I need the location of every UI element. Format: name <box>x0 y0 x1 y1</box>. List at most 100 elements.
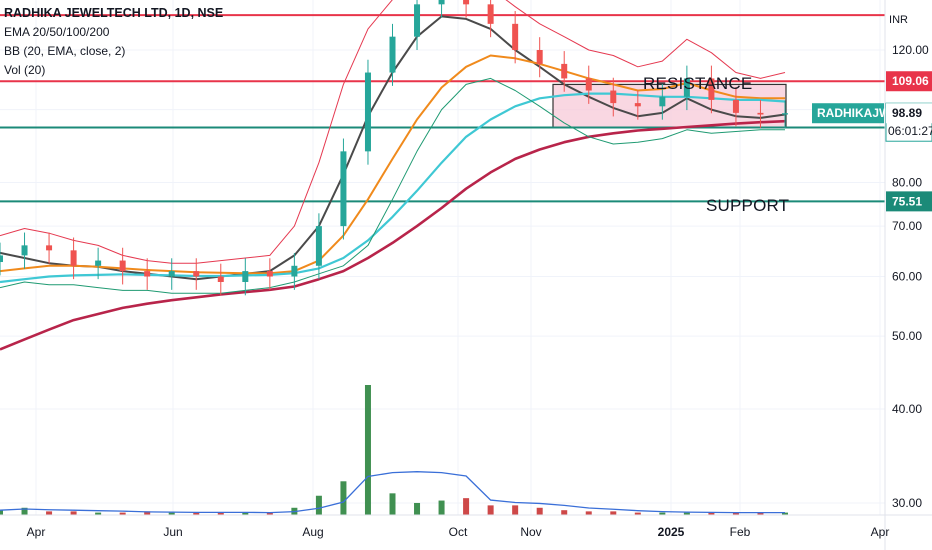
volume-bar <box>512 505 519 515</box>
candle-body <box>561 63 568 79</box>
candle-body <box>46 245 53 251</box>
ema-legend[interactable]: EMA 20/50/100/200 <box>4 25 110 39</box>
series-bb-lower <box>0 77 785 294</box>
last-price-tag: 98.89 06:01:27 <box>885 102 932 142</box>
series-bb-upper <box>0 0 786 264</box>
volume-bar <box>340 481 347 515</box>
candle-body <box>536 50 543 64</box>
price-tick-label: 40.00 <box>892 402 922 416</box>
resistance-annotation: RESISTANCE <box>643 74 753 93</box>
volume-bar <box>536 507 543 515</box>
candle-body <box>782 113 788 115</box>
candle-body <box>315 226 322 266</box>
symbol-title[interactable]: RADHIKA JEWELTECH LTD, 1D, NSE <box>4 6 224 20</box>
indicator-lines <box>0 0 786 351</box>
candle-body <box>512 23 519 50</box>
candle-body <box>414 4 421 37</box>
volume-bar <box>168 512 175 515</box>
chart-grid <box>0 0 885 515</box>
candle-body <box>732 99 739 113</box>
price-tick-label: 70.00 <box>892 219 922 233</box>
level-tag-bg <box>886 71 932 92</box>
time-tick-label: Aug <box>302 525 323 539</box>
symbol-tag-bg <box>812 103 884 124</box>
level-tag-text: 109.06 <box>892 74 929 88</box>
price-tick-label: 80.00 <box>892 175 922 189</box>
candle-body <box>168 271 175 277</box>
level-tag: 75.51 <box>886 191 932 212</box>
candles <box>0 0 788 296</box>
volume-bars <box>0 385 788 515</box>
candle-body <box>242 271 249 282</box>
candle-body <box>610 90 617 104</box>
volume-bar <box>585 511 592 515</box>
volume-bar <box>46 511 53 515</box>
volume-bar <box>782 512 788 515</box>
series-ema-200 <box>0 119 786 351</box>
volume-bar <box>217 512 224 515</box>
level-tag-bg <box>886 191 932 212</box>
time-tick-label: 2025 <box>658 525 685 539</box>
volume-ma-line <box>0 471 785 514</box>
volume-bar <box>659 512 666 515</box>
candle-body <box>217 276 224 282</box>
symbol-tag-text: RADHIKAJWE <box>817 106 898 120</box>
currency-label: INR <box>889 14 908 26</box>
time-tick-label: Nov <box>520 525 541 539</box>
bb-legend[interactable]: BB (20, EMA, close, 2) <box>4 44 126 58</box>
candle-body <box>144 271 151 277</box>
volume-bar <box>242 512 249 515</box>
candle-body <box>389 36 396 73</box>
volume-bar <box>70 511 77 515</box>
volume-bar <box>315 495 322 515</box>
vol-legend[interactable]: Vol (20) <box>4 63 46 77</box>
candle-body <box>683 78 690 97</box>
support-annotation: SUPPORT <box>706 196 790 215</box>
time-tick-label: Apr <box>871 525 890 539</box>
candle-body <box>659 96 666 107</box>
volume-bar <box>144 511 151 515</box>
candle-body <box>119 260 126 272</box>
volume-bar <box>487 505 494 515</box>
volume-bar <box>95 512 102 515</box>
candle-body <box>438 0 445 5</box>
support-resistance-zone <box>552 83 787 128</box>
price-tick-label: 60.00 <box>892 270 922 284</box>
candle-body <box>21 245 28 256</box>
candle-body <box>463 0 470 5</box>
candle-body <box>634 103 641 107</box>
volume-bar <box>389 493 396 515</box>
level-tag-text: 75.51 <box>892 194 922 208</box>
candle-body <box>0 255 3 263</box>
series-ema-50 <box>0 54 785 275</box>
last-price-text: 98.89 <box>892 106 922 120</box>
candle-body <box>364 72 371 152</box>
volume-bar <box>266 512 273 515</box>
candle-body <box>95 260 102 266</box>
volume-bar <box>21 507 28 515</box>
volume-bar <box>708 512 715 515</box>
price-tick-label: 30.00 <box>892 496 922 510</box>
candle-body <box>585 78 592 91</box>
volume-bar <box>683 512 690 515</box>
price-tick-label: 50.00 <box>892 329 922 343</box>
volume-bar <box>610 511 617 515</box>
candle-body <box>193 271 200 277</box>
time-tick-label: Feb <box>730 525 751 539</box>
last-price-top <box>886 103 932 124</box>
volume-bar <box>757 512 764 515</box>
candle-body <box>340 151 347 227</box>
candle-body <box>708 78 715 100</box>
volume-bar <box>463 498 470 515</box>
volume-bar <box>414 502 421 515</box>
consolidation-box <box>552 83 787 128</box>
volume-bar <box>364 385 371 515</box>
countdown-text: 06:01:27 <box>888 124 932 138</box>
volume-bar <box>634 512 641 515</box>
volume-bar <box>561 510 568 515</box>
level-tag: 109.06 <box>886 71 932 92</box>
time-axis[interactable]: Apr Jun Aug Oct Nov 2025 Feb Apr <box>0 514 932 539</box>
volume-bar <box>732 512 739 515</box>
